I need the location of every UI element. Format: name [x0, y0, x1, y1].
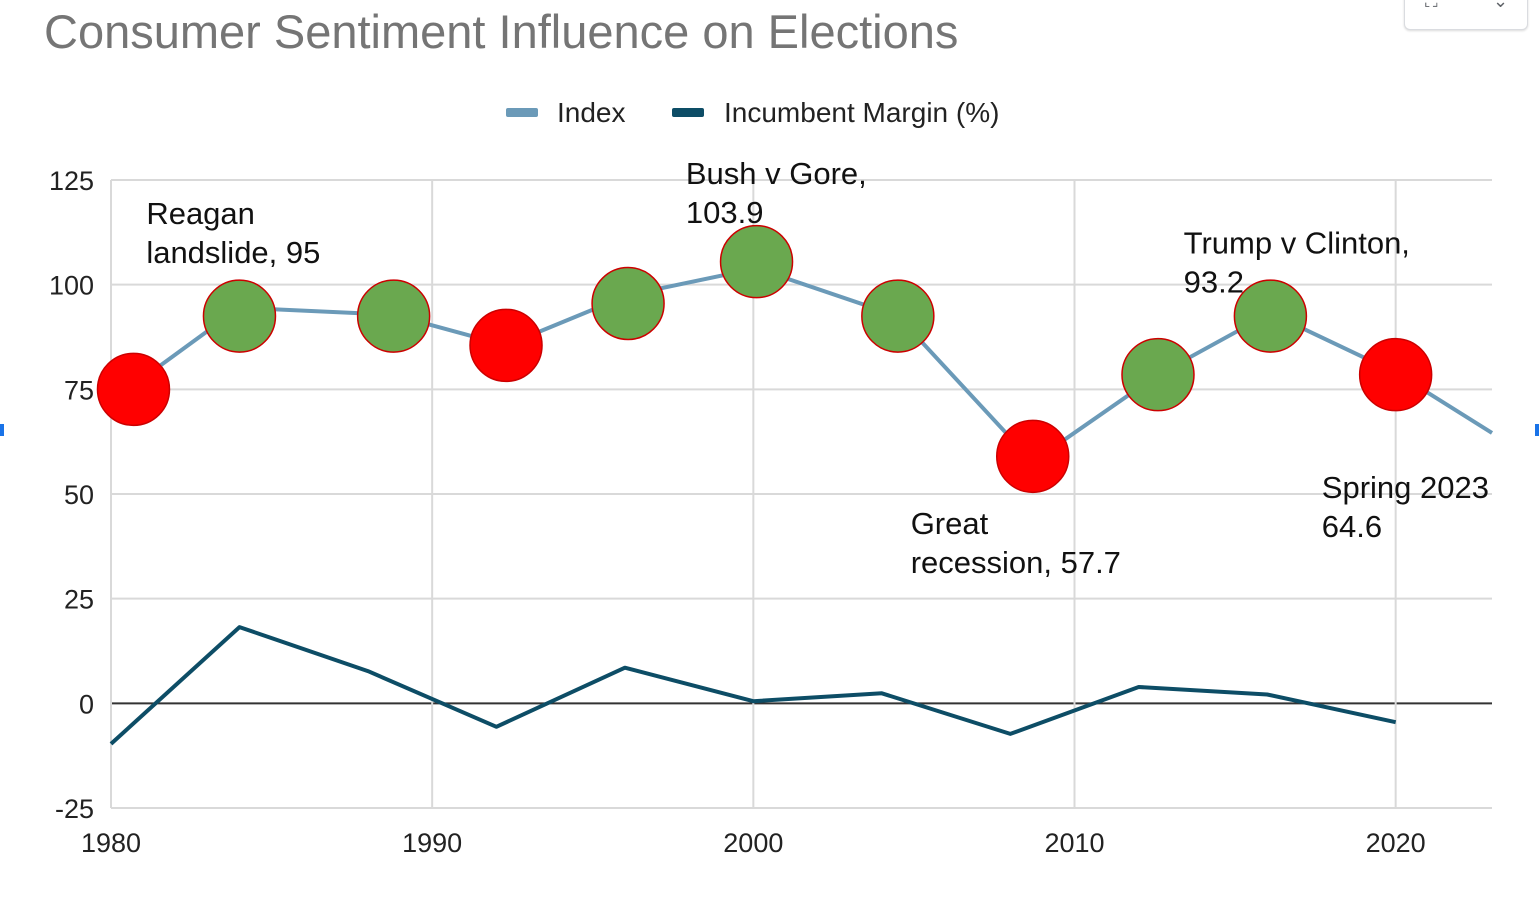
red-marker	[96, 352, 171, 427]
x-tick-label: 2000	[723, 828, 783, 858]
legend-swatch-incumbent-margin	[672, 108, 704, 117]
annotation-line: Trump v Clinton,	[1184, 225, 1410, 260]
x-tick-label: 2020	[1366, 828, 1426, 858]
expand-icon: ⛶	[1425, 0, 1438, 11]
annotation-line: 64.6	[1322, 509, 1382, 544]
green-marker	[1233, 279, 1308, 353]
legend-label-index: Index	[557, 97, 626, 128]
annotation-line: 103.9	[686, 195, 764, 230]
legend: Index Incumbent Margin (%)	[506, 97, 999, 128]
green-marker	[861, 279, 935, 353]
y-tick-label: 0	[79, 689, 94, 719]
annotation-label: Reagan landslide, 95	[146, 196, 320, 270]
green-marker	[591, 266, 665, 341]
annotation-line: Reagan	[146, 196, 255, 231]
annotation-layer: Reagan landslide, 95 Bush v Gore, 103.9 Trum…	[146, 156, 1489, 580]
y-tick-label: 50	[64, 480, 94, 510]
annotation-label: Spring 2023 64.6	[1322, 470, 1489, 544]
green-marker	[719, 224, 794, 299]
marker-layer	[96, 224, 1433, 494]
annotation-label: Trump v Clinton, 93.2	[1184, 225, 1410, 299]
chevron-down-icon: ⌄	[1493, 0, 1509, 11]
x-tick-label: 1980	[81, 828, 141, 858]
y-tick-label: -25	[55, 794, 94, 824]
y-tick-label: 25	[64, 585, 94, 615]
green-marker	[202, 279, 277, 353]
annotation-line: Great	[911, 506, 989, 541]
annotation-line: Bush v Gore,	[686, 156, 867, 191]
y-tick-label: 75	[64, 375, 94, 405]
y-tick-label: 100	[49, 271, 94, 301]
chart-title: Consumer Sentiment Influence on Election…	[44, 5, 959, 58]
legend-swatch-index	[506, 108, 538, 117]
right-resize-handle[interactable]	[1535, 424, 1539, 436]
chart-options-button[interactable]: ⛶ ⌄	[1404, 0, 1528, 30]
x-tick-label: 1990	[402, 828, 462, 858]
red-marker	[995, 419, 1070, 494]
legend-label-incumbent-margin: Incumbent Margin (%)	[724, 97, 999, 128]
green-marker	[1121, 337, 1195, 412]
red-marker	[469, 308, 543, 383]
annotation-label: Great recession, 57.7	[911, 506, 1121, 580]
incumbent-margin-series-line	[109, 625, 1397, 746]
red-marker	[1358, 337, 1433, 412]
annotation-line: 93.2	[1184, 264, 1244, 299]
annotation-label: Bush v Gore, 103.9	[686, 156, 867, 230]
green-marker	[356, 279, 431, 353]
annotation-line: Spring 2023	[1322, 470, 1489, 505]
left-resize-handle[interactable]	[0, 424, 4, 436]
x-tick-label: 2010	[1044, 828, 1104, 858]
annotation-line: landslide, 95	[146, 235, 320, 270]
annotation-line: recession, 57.7	[911, 545, 1121, 580]
y-tick-label: 125	[49, 166, 94, 196]
